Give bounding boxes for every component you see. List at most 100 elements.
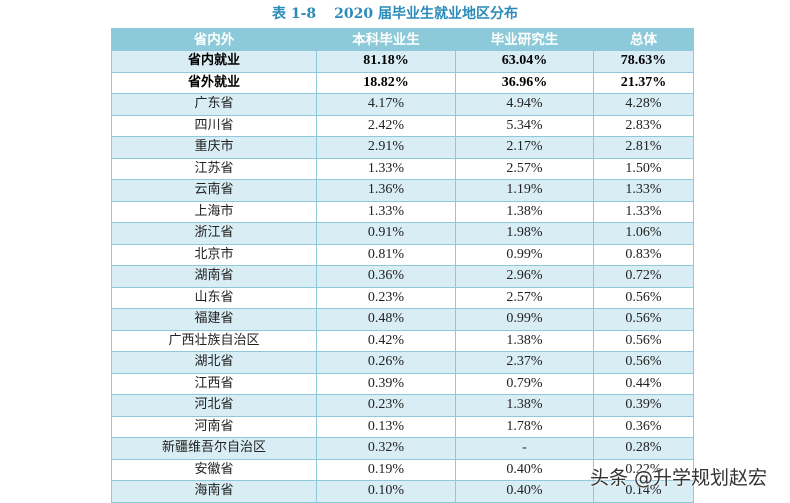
undergrad-cell: 4.17% — [316, 93, 456, 116]
total-cell: 0.36% — [593, 415, 694, 438]
region-cell: 省外就业 — [111, 71, 317, 94]
undergrad-cell: 1.33% — [316, 200, 456, 223]
region-cell: 广东省 — [111, 93, 317, 116]
table-title: 2020 届毕业生就业地区分布 — [334, 6, 518, 22]
region-cell: 上海市 — [111, 200, 317, 223]
total-cell: 1.06% — [593, 222, 694, 245]
region-cell: 云南省 — [111, 179, 317, 202]
total-cell: 0.56% — [593, 351, 694, 374]
header-total: 总体 — [593, 28, 694, 51]
graduate-cell: 63.04% — [455, 50, 594, 73]
table-row: 新疆维吾尔自治区 0.32% -0.28% — [111, 437, 694, 460]
undergrad-cell: 0.32% — [316, 437, 456, 460]
undergrad-cell: 2.91% — [316, 136, 456, 159]
table-row: 四川省 2.42% 5.34% 2.83% — [111, 114, 694, 137]
table-row: 山东省 0.23% 2.57% 0.56% — [111, 286, 694, 309]
region-cell: 省内就业 — [111, 50, 317, 73]
graduate-cell: 0.99% — [455, 243, 594, 266]
total-cell: 21.37% — [593, 71, 694, 94]
undergrad-cell: 0.42% — [316, 329, 456, 352]
total-cell: 0.44% — [593, 372, 694, 395]
graduate-cell: 1.38% — [455, 394, 594, 417]
graduate-cell: 4.94% — [455, 93, 594, 116]
undergrad-cell: 0.91% — [316, 222, 456, 245]
table-row: 安徽省 0.19% 0.40% 0.22% — [111, 458, 694, 481]
undergrad-cell: 18.82% — [316, 71, 456, 94]
region-cell: 四川省 — [111, 114, 317, 137]
region-cell: 重庆市 — [111, 136, 317, 159]
region-cell: 河北省 — [111, 394, 317, 417]
undergrad-cell: 0.23% — [316, 286, 456, 309]
table-row: 北京市 0.81% 0.99% 0.83% — [111, 243, 694, 266]
table-row: 广东省 4.17% 4.94% 4.28% — [111, 93, 694, 116]
region-cell: 福建省 — [111, 308, 317, 331]
header-graduate: 毕业研究生 — [455, 28, 594, 51]
watermark: 头条 @升学规划赵宏 — [590, 467, 768, 489]
undergrad-cell: 0.19% — [316, 458, 456, 481]
graduate-cell: 0.79% — [455, 372, 594, 395]
undergrad-cell: 0.23% — [316, 394, 456, 417]
total-cell: 0.56% — [593, 286, 694, 309]
graduate-cell: 2.96% — [455, 265, 594, 288]
total-cell: 0.56% — [593, 329, 694, 352]
graduate-cell: 1.19% — [455, 179, 594, 202]
header-region: 省内外 — [111, 28, 317, 51]
total-cell: 0.83% — [593, 243, 694, 266]
table-row: 上海市 1.33% 1.38% 1.33% — [111, 200, 694, 223]
table-row: 福建省 0.48% 0.99% 0.56% — [111, 308, 694, 331]
total-cell: 1.50% — [593, 157, 694, 180]
undergrad-cell: 0.13% — [316, 415, 456, 438]
undergrad-cell: 0.26% — [316, 351, 456, 374]
total-cell: 0.72% — [593, 265, 694, 288]
table-row: 广西壮族自治区 0.42% 1.38% 0.56% — [111, 329, 694, 352]
undergrad-cell: 0.48% — [316, 308, 456, 331]
undergrad-cell: 0.39% — [316, 372, 456, 395]
graduate-cell: 2.17% — [455, 136, 594, 159]
table-row: 江苏省 1.33% 2.57% 1.50% — [111, 157, 694, 180]
region-cell: 江西省 — [111, 372, 317, 395]
undergrad-cell: 0.10% — [316, 480, 456, 503]
region-cell: 海南省 — [111, 480, 317, 503]
table-number: 表 1-8 — [271, 6, 317, 22]
table-caption: 表 1-8 2020 届毕业生就业地区分布 — [0, 3, 790, 23]
table-row: 湖南省 0.36% 2.96% 0.72% — [111, 265, 694, 288]
graduate-cell: 1.38% — [455, 200, 594, 223]
region-cell: 湖北省 — [111, 351, 317, 374]
table-row: 江西省 0.39% 0.79% 0.44% — [111, 372, 694, 395]
total-cell: 0.56% — [593, 308, 694, 331]
undergrad-cell: 0.81% — [316, 243, 456, 266]
graduate-cell: 2.57% — [455, 286, 594, 309]
graduate-cell: 1.98% — [455, 222, 594, 245]
total-cell: 1.33% — [593, 200, 694, 223]
total-cell: 4.28% — [593, 93, 694, 116]
table-row: 湖北省 0.26% 2.37% 0.56% — [111, 351, 694, 374]
total-cell: 2.81% — [593, 136, 694, 159]
graduate-cell: 2.57% — [455, 157, 594, 180]
table-row: 河北省 0.23% 1.38% 0.39% — [111, 394, 694, 417]
table-row: 省内就业 81.18% 63.04% 78.63% — [111, 50, 694, 73]
table-row: 河南省 0.13% 1.78% 0.36% — [111, 415, 694, 438]
graduate-cell: - — [455, 437, 594, 460]
undergrad-cell: 1.36% — [316, 179, 456, 202]
total-cell: 0.39% — [593, 394, 694, 417]
region-cell: 河南省 — [111, 415, 317, 438]
graduate-cell: 5.34% — [455, 114, 594, 137]
graduate-cell: 0.99% — [455, 308, 594, 331]
region-cell: 新疆维吾尔自治区 — [111, 437, 317, 460]
graduate-cell: 36.96% — [455, 71, 594, 94]
undergrad-cell: 81.18% — [316, 50, 456, 73]
header-undergrad: 本科毕业生 — [316, 28, 456, 51]
total-cell: 78.63% — [593, 50, 694, 73]
graduate-cell: 2.37% — [455, 351, 594, 374]
region-cell: 北京市 — [111, 243, 317, 266]
table-row: 重庆市 2.91% 2.17% 2.81% — [111, 136, 694, 159]
table-row: 浙江省 0.91% 1.98% 1.06% — [111, 222, 694, 245]
region-cell: 广西壮族自治区 — [111, 329, 317, 352]
graduate-cell: 0.40% — [455, 458, 594, 481]
header-row: 省内外 本科毕业生 毕业研究生 总体 — [111, 28, 694, 51]
undergrad-cell: 0.36% — [316, 265, 456, 288]
region-cell: 安徽省 — [111, 458, 317, 481]
graduate-cell: 1.78% — [455, 415, 594, 438]
employment-region-table: 省内外 本科毕业生 毕业研究生 总体 省内就业 81.18% 63.04% 78.63… — [111, 28, 694, 503]
region-cell: 山东省 — [111, 286, 317, 309]
